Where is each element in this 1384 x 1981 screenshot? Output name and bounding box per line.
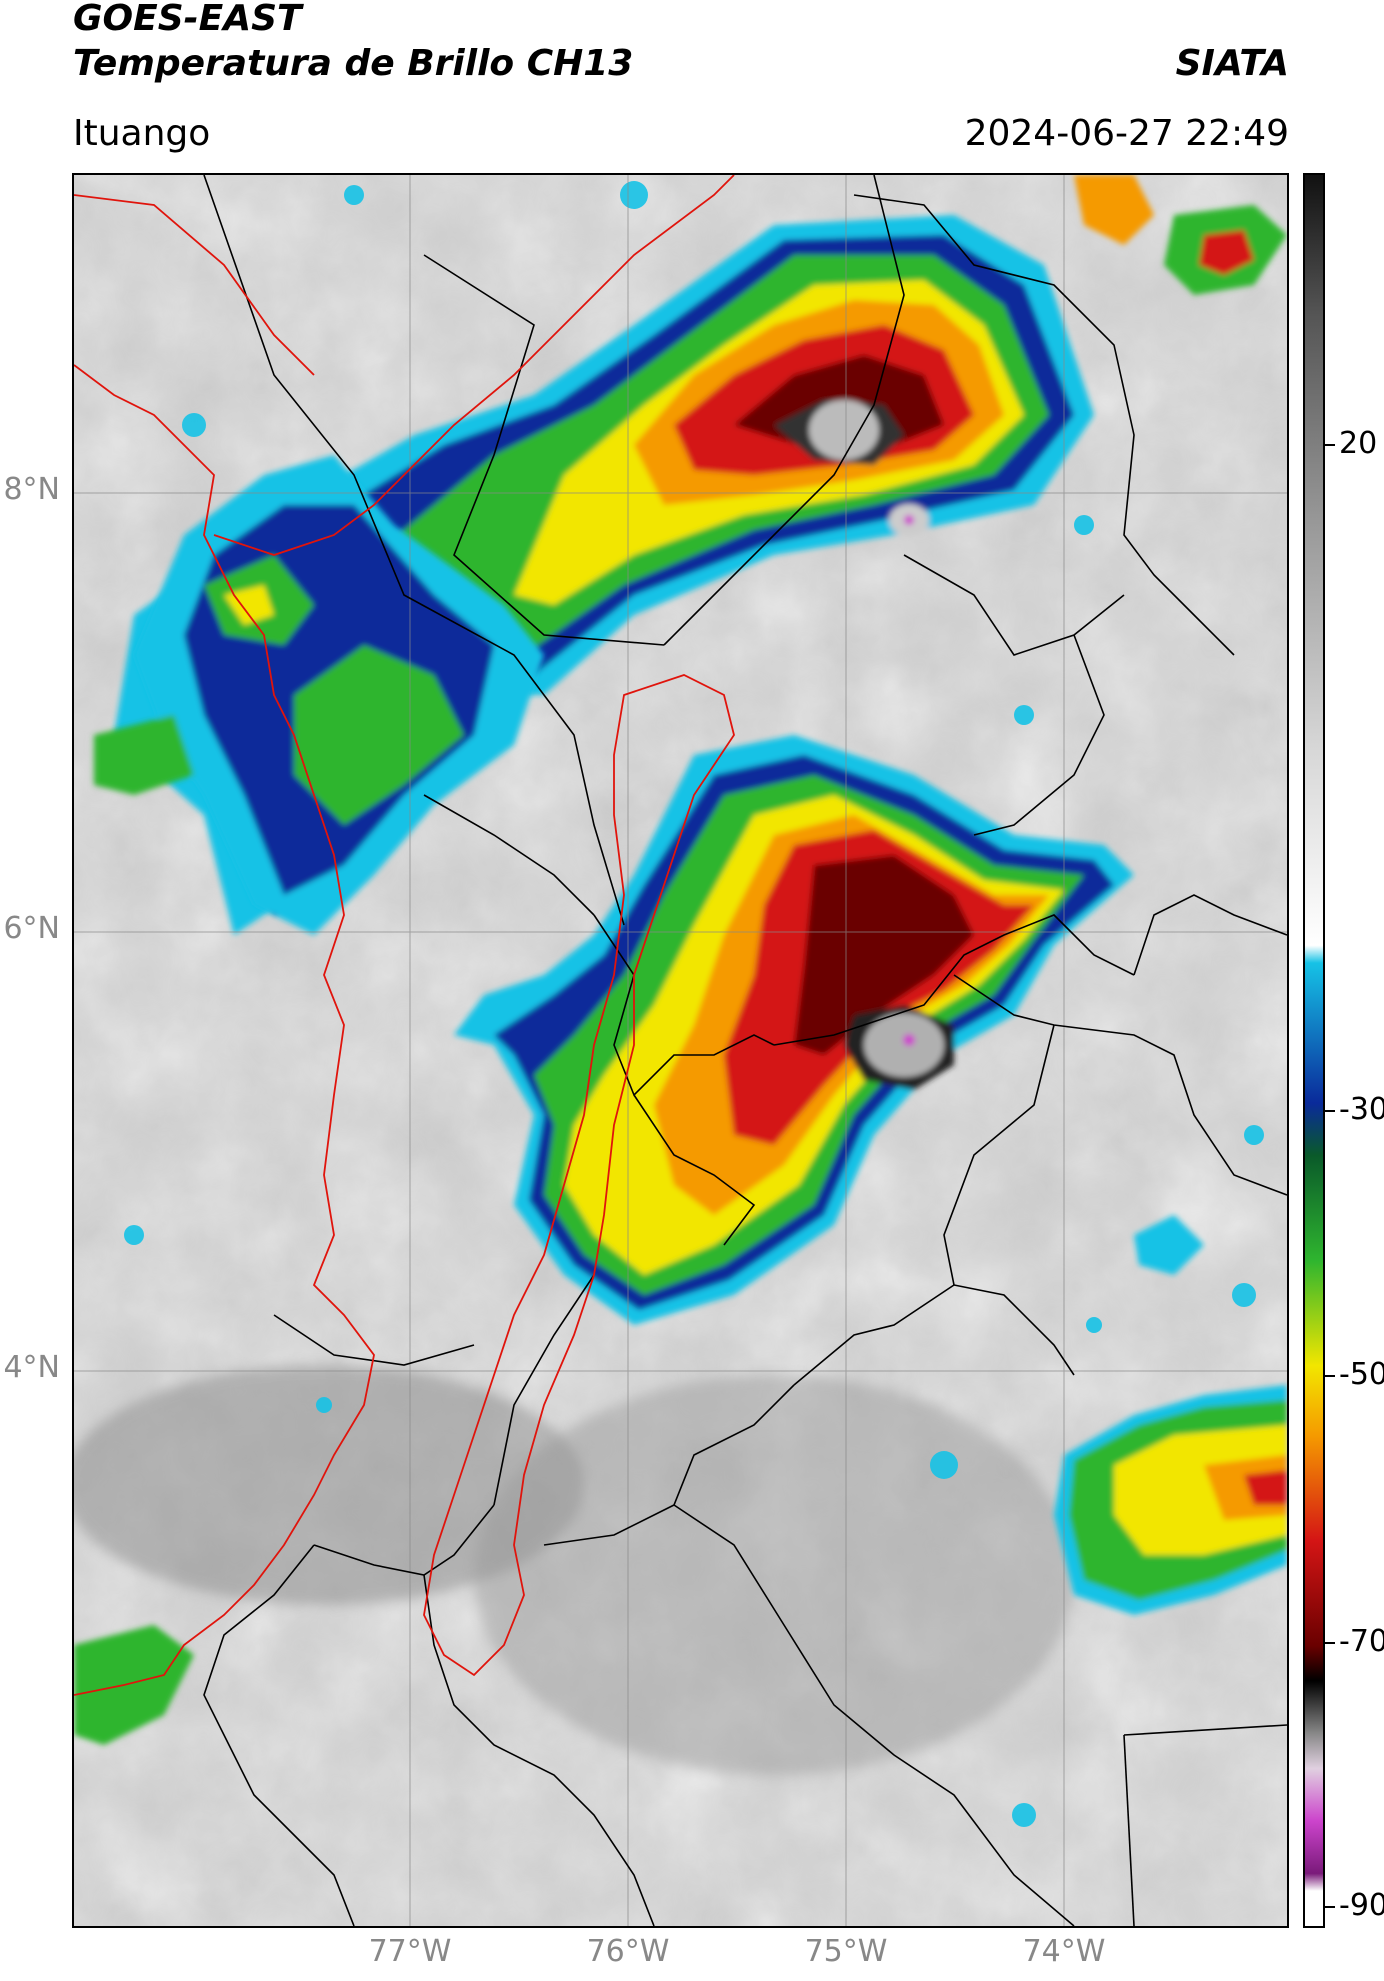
organization-label: SIATA xyxy=(1175,43,1289,84)
lon-label-76w: 76°W xyxy=(586,1934,670,1969)
map-canvas xyxy=(74,175,1287,1926)
datetime-label: 2024-06-27 22:49 xyxy=(964,113,1289,154)
product-title: Temperatura de Brillo CH13 xyxy=(73,43,634,84)
lon-label-75w: 75°W xyxy=(804,1934,888,1969)
storm-cell-central xyxy=(454,735,1134,1325)
satellite-map[interactable] xyxy=(72,173,1289,1928)
graticule xyxy=(74,175,1287,1926)
red-boundary-lines xyxy=(74,175,735,1696)
lat-label-6n: 6°N xyxy=(3,911,60,946)
dark-surface-patch xyxy=(474,1375,1074,1775)
satellite-title: GOES-EAST xyxy=(73,0,302,39)
lon-label-74w: 74°W xyxy=(1022,1934,1106,1969)
black-boundary-lines xyxy=(203,175,1287,1926)
lat-label-8n: 8°N xyxy=(3,472,60,507)
lon-label-77w: 77°W xyxy=(368,1934,452,1969)
scattered-cloud-specks xyxy=(124,181,1264,1827)
lat-label-4n: 4°N xyxy=(3,1350,60,1385)
region-label: Ituango xyxy=(73,113,211,154)
dark-surface-patch xyxy=(74,1365,584,1605)
temperature-colorbar xyxy=(1303,173,1325,1928)
storm-cell-east xyxy=(74,175,1287,1745)
